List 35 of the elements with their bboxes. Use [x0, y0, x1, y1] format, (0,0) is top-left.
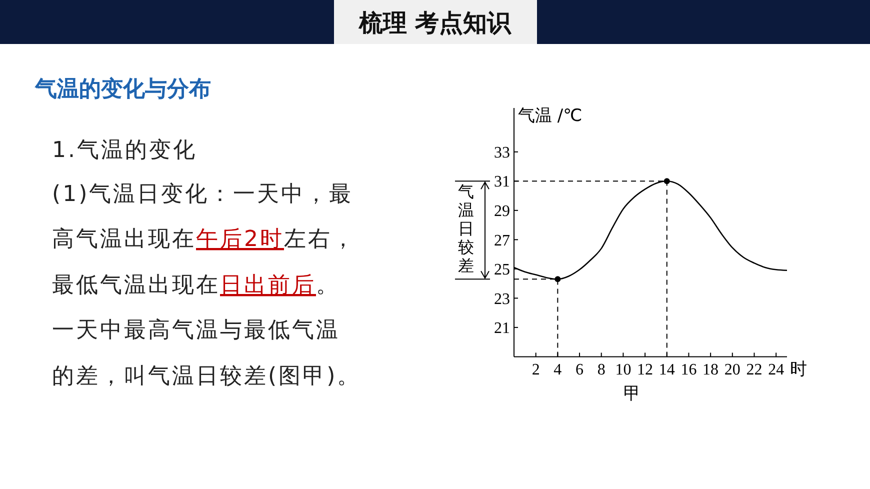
y-tick-label: 33 [494, 144, 510, 162]
x-tick-label: 10 [615, 362, 632, 379]
text: 最低气温出现在 [52, 273, 220, 298]
y-tick-label: 27 [494, 232, 510, 250]
text: 。 [316, 273, 340, 298]
y-tick-label: 31 [494, 174, 510, 191]
text: 甲 [624, 384, 640, 404]
text: 气温的变化与分布 [34, 76, 211, 102]
x-tick-label: 2 [532, 362, 540, 379]
x-tick-label: 8 [597, 362, 606, 379]
x-tick-label: 6 [576, 362, 584, 379]
chart-title: 梳理 考点知识 [358, 9, 512, 37]
text: 气温日较差 [458, 182, 474, 276]
y-axis-title: 气温 /℃ [518, 106, 582, 126]
x-tick-label: 16 [680, 362, 697, 379]
text: 午后2时 [196, 227, 284, 252]
text: (1)气温日变化：一天中，最 [52, 182, 354, 207]
text: 左右， [284, 227, 356, 252]
x-tick-label: 14 [658, 362, 675, 379]
y-tick-label: 21 [494, 320, 510, 338]
text: 日出前后 [220, 273, 316, 298]
x-tick-label: 22 [746, 362, 762, 379]
y-tick-label: 25 [494, 262, 510, 279]
text: 的差，叫气温日较差(图甲)。 [52, 364, 362, 389]
x-tick-label: 24 [768, 362, 784, 379]
x-tick-label: 12 [637, 362, 654, 379]
x-axis-title: 时 [790, 360, 807, 380]
text: 一天中最高气温与最低气温 [52, 318, 340, 343]
x-tick-label: 4 [554, 362, 562, 379]
text: 高气温出现在 [52, 227, 196, 252]
x-tick-label: 18 [702, 362, 719, 379]
y-tick-label: 29 [494, 203, 510, 220]
x-tick-label: 20 [724, 362, 740, 379]
text: 1.气温的变化 [52, 138, 197, 163]
y-tick-label: 23 [494, 290, 510, 308]
